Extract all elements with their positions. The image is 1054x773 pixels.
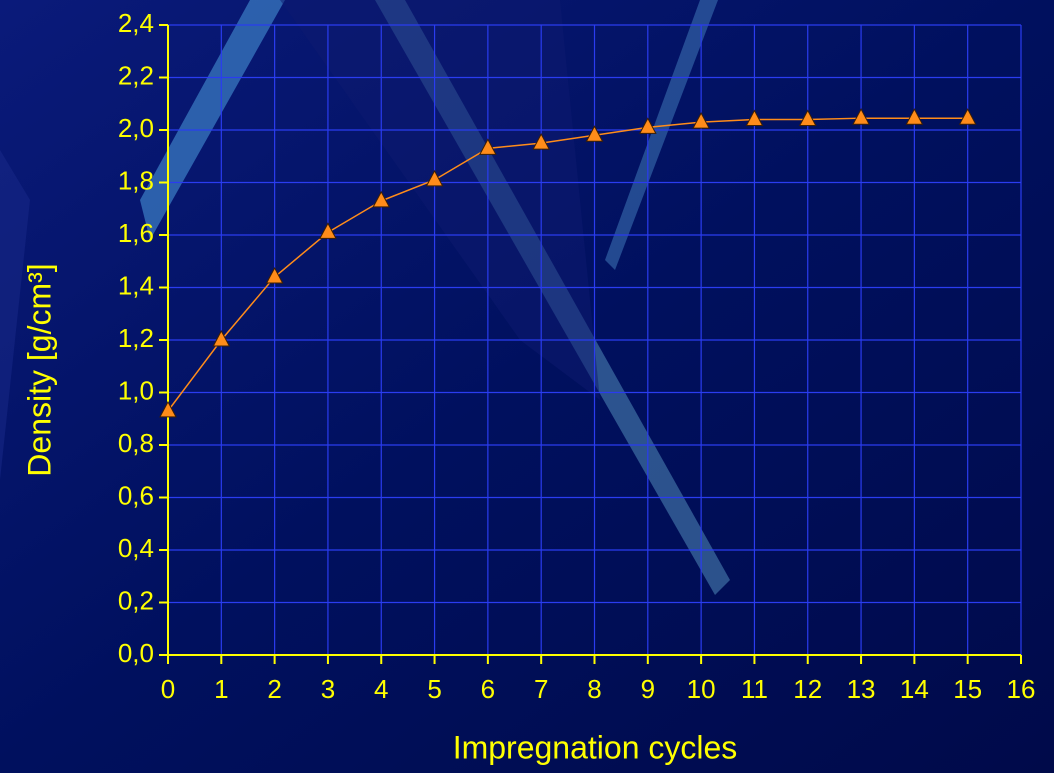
x-tick-label: 6	[481, 674, 495, 704]
y-tick-label: 1,8	[118, 165, 154, 195]
x-tick-label: 8	[587, 674, 601, 704]
x-tick-label: 4	[374, 674, 388, 704]
x-tick-label: 7	[534, 674, 548, 704]
y-tick-label: 1,6	[118, 218, 154, 248]
x-tick-label: 5	[427, 674, 441, 704]
x-tick-label: 3	[321, 674, 335, 704]
y-tick-label: 0,4	[118, 533, 154, 563]
x-tick-label: 16	[1007, 674, 1036, 704]
y-tick-label: 1,0	[118, 375, 154, 405]
y-tick-label: 1,4	[118, 270, 154, 300]
x-tick-label: 15	[953, 674, 982, 704]
y-tick-label: 0,6	[118, 480, 154, 510]
y-axis-label: Density [g/cm³]	[21, 263, 57, 476]
x-tick-label: 2	[267, 674, 281, 704]
y-tick-label: 1,2	[118, 323, 154, 353]
y-tick-label: 0,8	[118, 428, 154, 458]
x-tick-label: 1	[214, 674, 228, 704]
x-tick-label: 11	[741, 674, 768, 704]
y-tick-label: 0,2	[118, 585, 154, 615]
chart: 0,0 0,2 0,4 0,6 0,8 1,0 1,2 1,4 1,6 1,8 2,0 2,2 2,4 0…	[0, 0, 1054, 773]
y-tick-label: 2,4	[118, 8, 154, 38]
x-tick-label: 10	[687, 674, 716, 704]
x-axis-label: Impregnation cycles	[453, 729, 738, 765]
page: 0,0 0,2 0,4 0,6 0,8 1,0 1,2 1,4 1,6 1,8 2,0 2,2 2,4 0…	[0, 0, 1054, 773]
x-tick-label: 12	[793, 674, 822, 704]
y-tick-label: 2,0	[118, 113, 154, 143]
x-tick-label: 14	[900, 674, 929, 704]
x-tick-label: 9	[641, 674, 655, 704]
x-tick-label: 13	[847, 674, 876, 704]
x-tick-label: 0	[161, 674, 175, 704]
y-tick-label: 2,2	[118, 60, 154, 90]
y-tick-label: 0,0	[118, 638, 154, 668]
